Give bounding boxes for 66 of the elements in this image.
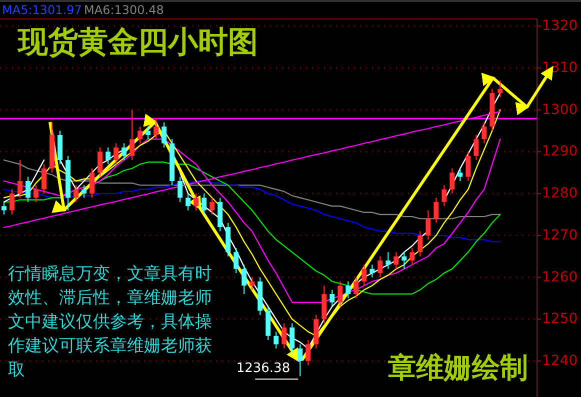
candlestick — [282, 322, 287, 349]
candlestick — [106, 147, 111, 165]
chart-title: 现货黄金四小时图 — [17, 25, 258, 60]
candlestick — [418, 230, 423, 257]
candlestick — [442, 184, 447, 207]
candlestick — [426, 210, 431, 240]
candlestick — [90, 168, 95, 198]
candlestick — [210, 197, 215, 215]
candlestick — [178, 176, 183, 202]
candlestick — [378, 256, 383, 278]
candlestick — [194, 193, 199, 211]
candlestick — [458, 168, 463, 182]
text: MA5:1301.97 — [2, 3, 82, 17]
candlestick — [242, 264, 247, 295]
candlestick — [122, 142, 127, 161]
y-tick-label: 1320 — [542, 18, 578, 34]
candlestick — [42, 164, 46, 194]
candlestick — [362, 264, 367, 286]
candlestick — [34, 184, 38, 202]
y-tick-label: 1260 — [542, 269, 578, 286]
candlestick — [338, 280, 343, 308]
annotation: 行情瞬息万变，文章具有时效性、滞后性，章维姗老师文中建议仅供参考，具体操作建议可联系章维姗老师获取 — [8, 263, 213, 382]
candlestick — [410, 247, 415, 266]
y-tick-label: 1270 — [542, 227, 578, 244]
candlestick — [274, 331, 279, 349]
candlestick — [386, 252, 391, 270]
candlestick — [354, 276, 359, 299]
candlestick — [130, 109, 135, 161]
candlestick — [234, 247, 239, 274]
candlestick — [298, 344, 303, 377]
candlestick — [98, 147, 103, 178]
text: MA6:1300.48 — [84, 3, 164, 17]
candlestick — [290, 322, 295, 354]
y-tick-label: 1280 — [542, 186, 578, 202]
candlestick — [482, 122, 487, 144]
candlestick — [402, 252, 407, 270]
candlestick — [498, 80, 503, 98]
y-tick-label: 1300 — [542, 102, 578, 118]
annotation: 1236.38 — [236, 361, 290, 376]
y-tick-label: 1240 — [542, 353, 578, 369]
y-tick-label: 1250 — [542, 311, 578, 328]
candlestick — [162, 122, 167, 148]
candlestick — [138, 126, 143, 144]
candlestick — [2, 201, 6, 215]
candlestick — [202, 193, 207, 215]
candlestick — [26, 176, 30, 202]
candlestick — [466, 151, 471, 182]
candlestick — [74, 184, 79, 202]
candlestick — [370, 264, 375, 278]
candlestick — [346, 280, 351, 299]
candlestick — [330, 289, 335, 308]
candlestick — [186, 193, 191, 211]
candlestick — [306, 340, 311, 366]
candlestick — [450, 168, 455, 194]
y-tick-label: 1290 — [542, 144, 578, 160]
candlestick — [154, 118, 159, 140]
candlestick — [474, 134, 479, 161]
candlestick — [82, 184, 87, 198]
candlestick — [114, 142, 119, 165]
candlestick — [10, 188, 14, 215]
candlestick — [18, 160, 22, 198]
candlestick — [394, 252, 399, 270]
candlestick — [250, 276, 255, 290]
annotation: 章维姗绘制 — [387, 351, 528, 384]
candlestick — [434, 197, 439, 224]
candlestick — [146, 126, 151, 140]
